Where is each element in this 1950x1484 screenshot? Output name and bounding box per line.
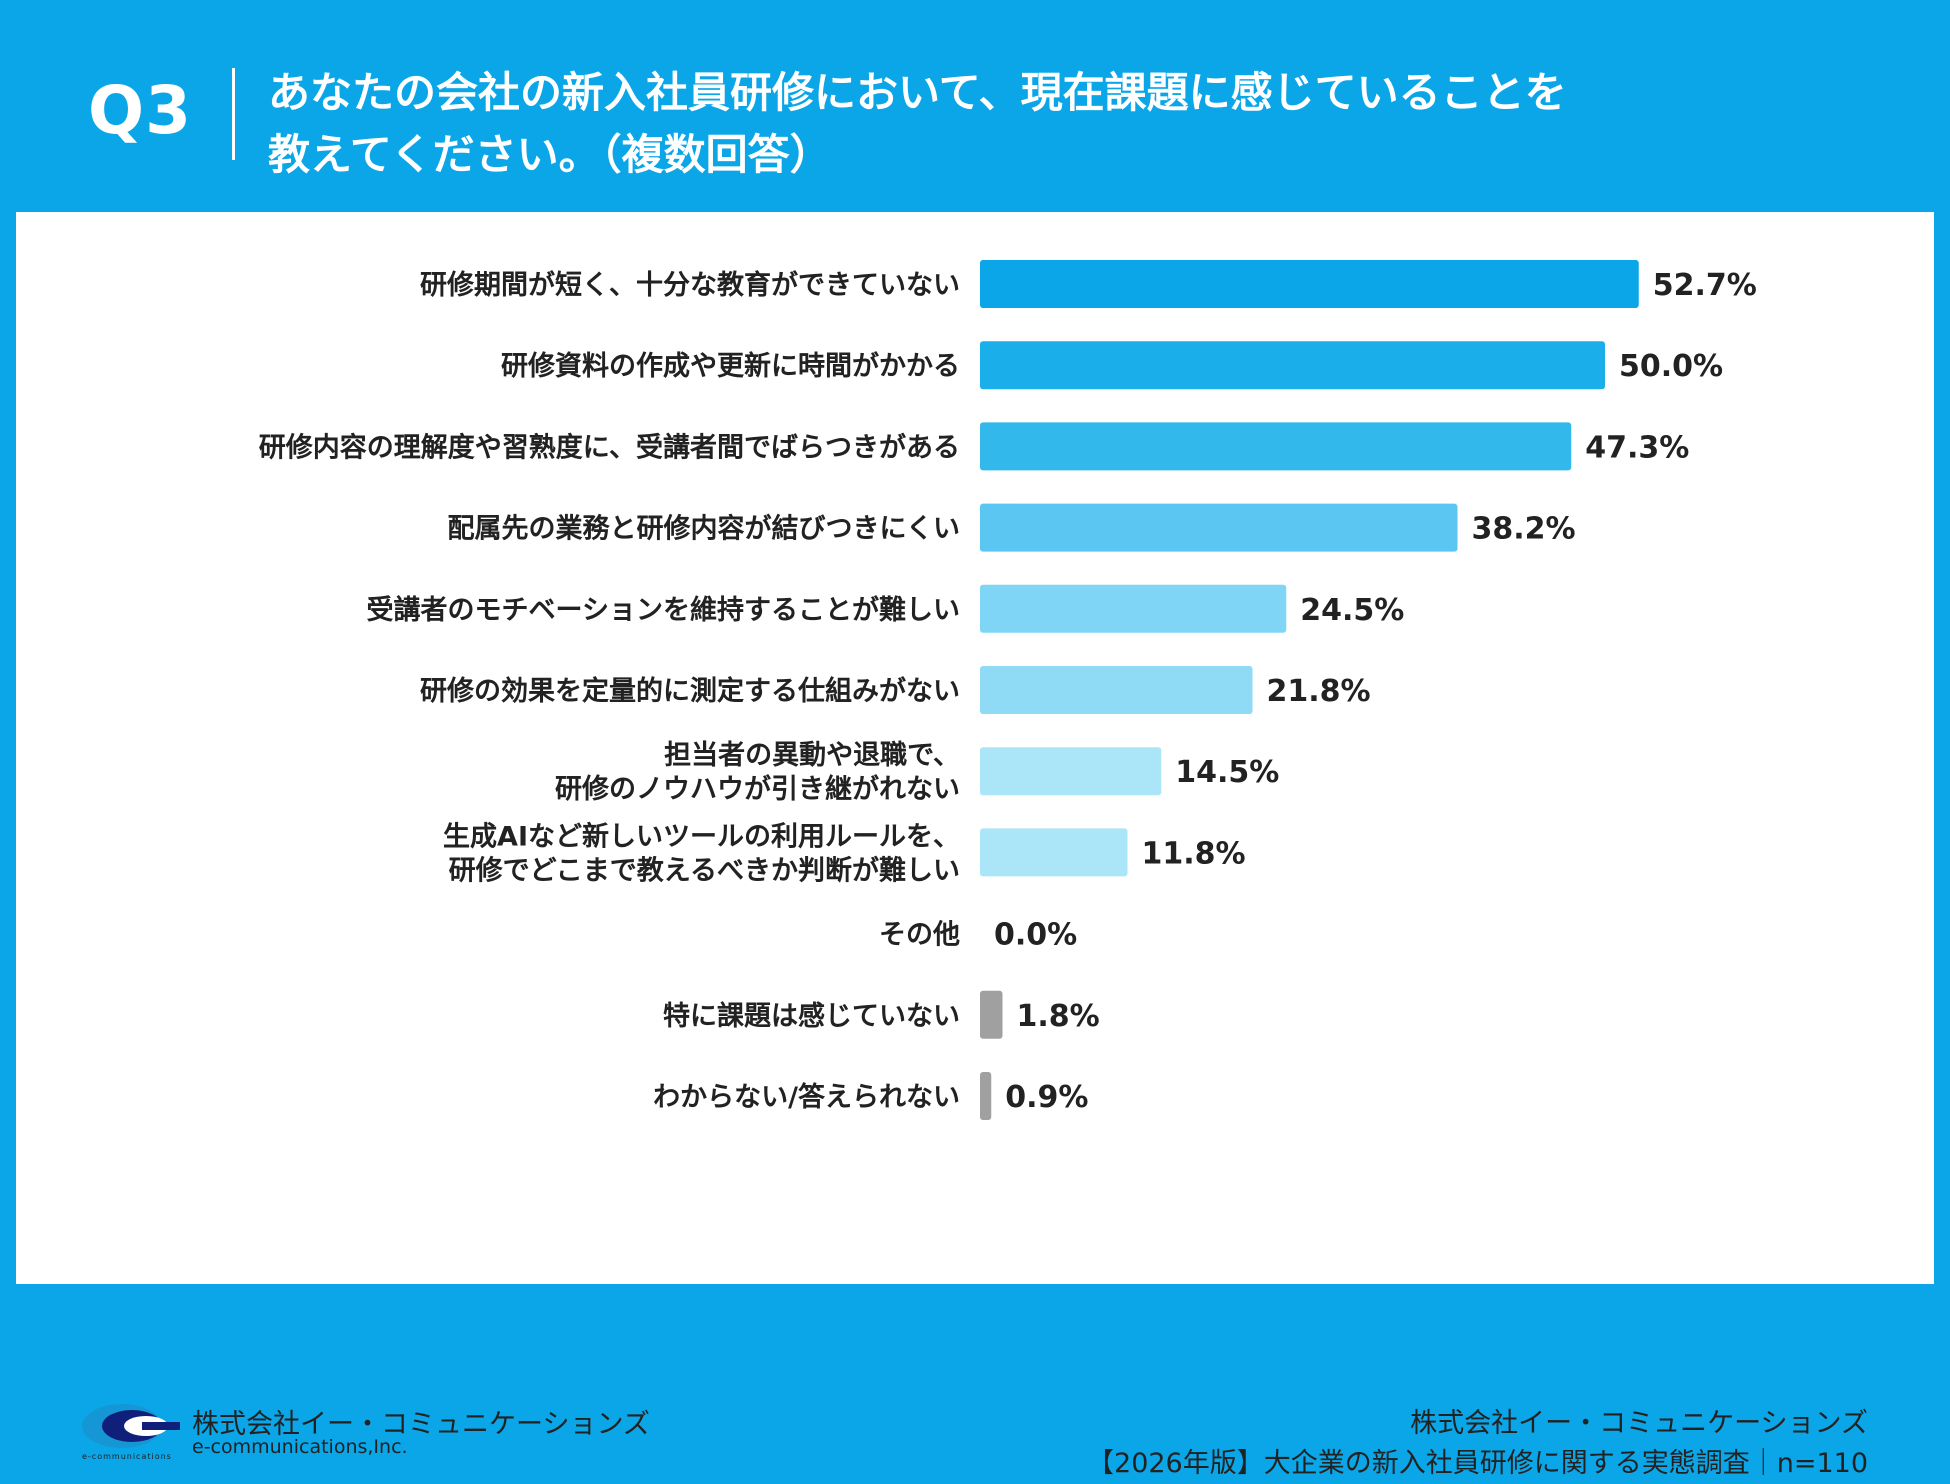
bar bbox=[980, 422, 1572, 471]
logo-mark-icon bbox=[82, 1404, 180, 1448]
value-label: 50.0% bbox=[1619, 349, 1723, 384]
bar bbox=[980, 503, 1458, 552]
logo-small-text: e-communications bbox=[82, 1452, 172, 1461]
bar bbox=[980, 1072, 992, 1120]
category-label: 配属先の業務と研修内容が結びつきにくい bbox=[448, 513, 960, 545]
category-label: わからない/答えられない bbox=[653, 1081, 960, 1113]
footer-company: 株式会社イー・コミュニケーションズ bbox=[1410, 1408, 1868, 1439]
value-label: 47.3% bbox=[1585, 430, 1689, 465]
bar bbox=[980, 990, 1003, 1039]
category-label: 研修資料の作成や更新に時間がかかる bbox=[501, 350, 960, 382]
value-label: 11.8% bbox=[1142, 836, 1246, 871]
category-label: 受講者のモチベーションを維持することが難しい bbox=[367, 594, 960, 626]
question-label: Q3 bbox=[88, 72, 193, 149]
value-label: 0.9% bbox=[1005, 1080, 1088, 1115]
company-logo: 株式会社イー・コミュニケーションズ e-communications,Inc. … bbox=[80, 1398, 650, 1468]
question-line-2: 教えてください。（複数回答） bbox=[268, 130, 832, 179]
value-label: 21.8% bbox=[1267, 674, 1371, 709]
bar bbox=[980, 666, 1253, 714]
value-label: 1.8% bbox=[1017, 999, 1100, 1034]
question-text: あなたの会社の新入社員研修において、現在課題に感じていることを 教えてください。… bbox=[268, 62, 1908, 186]
bar bbox=[980, 260, 1639, 308]
category-label: 研修の効果を定量的に測定する仕組みがない bbox=[420, 675, 960, 707]
bar bbox=[980, 828, 1128, 877]
footer-source: 株式会社イー・コミュニケーションズ 【2026年版】大企業の新入社員研修に関する… bbox=[1087, 1404, 1868, 1484]
category-label: 生成AIなど新しいツールの利用ルールを、研修でどこまで教えるべきか判断が難しい bbox=[443, 820, 960, 886]
category-label: 研修内容の理解度や習熟度に、受講者間でばらつきがある bbox=[259, 431, 960, 463]
category-label: 研修期間が短く、十分な教育ができていない bbox=[420, 269, 960, 301]
bar-chart: 研修期間が短く、十分な教育ができていない 52.7% 研修資料の作成や更新に時間がか… bbox=[259, 260, 1757, 1120]
question-line-1: あなたの会社の新入社員研修において、現在課題に感じていることを bbox=[268, 68, 1567, 117]
chart-card: 研修期間が短く、十分な教育ができていない 52.7% 研修資料の作成や更新に時間がか… bbox=[16, 212, 1934, 1479]
bar bbox=[980, 747, 1162, 796]
value-label: 24.5% bbox=[1300, 593, 1404, 628]
category-label: 担当者の異動や退職で、研修のノウハウが引き継がれない bbox=[555, 740, 960, 805]
value-label: 52.7% bbox=[1653, 268, 1757, 303]
bar bbox=[980, 341, 1605, 390]
logo-company-en: e-communications,Inc. bbox=[192, 1436, 408, 1458]
bar bbox=[980, 584, 1287, 633]
category-label: その他 bbox=[879, 920, 960, 951]
header: Q3 あなたの会社の新入社員研修において、現在課題に感じていることを 教えてくだ… bbox=[0, 0, 1950, 210]
value-label: 38.2% bbox=[1472, 512, 1576, 547]
value-label: 14.5% bbox=[1175, 755, 1279, 790]
footer-survey: 【2026年版】大企業の新入社員研修に関する実態調査｜n=110 bbox=[1087, 1448, 1868, 1479]
question-divider bbox=[232, 68, 235, 160]
value-label: 0.0% bbox=[994, 918, 1077, 953]
category-label: 特に課題は感じていない bbox=[663, 1000, 960, 1032]
